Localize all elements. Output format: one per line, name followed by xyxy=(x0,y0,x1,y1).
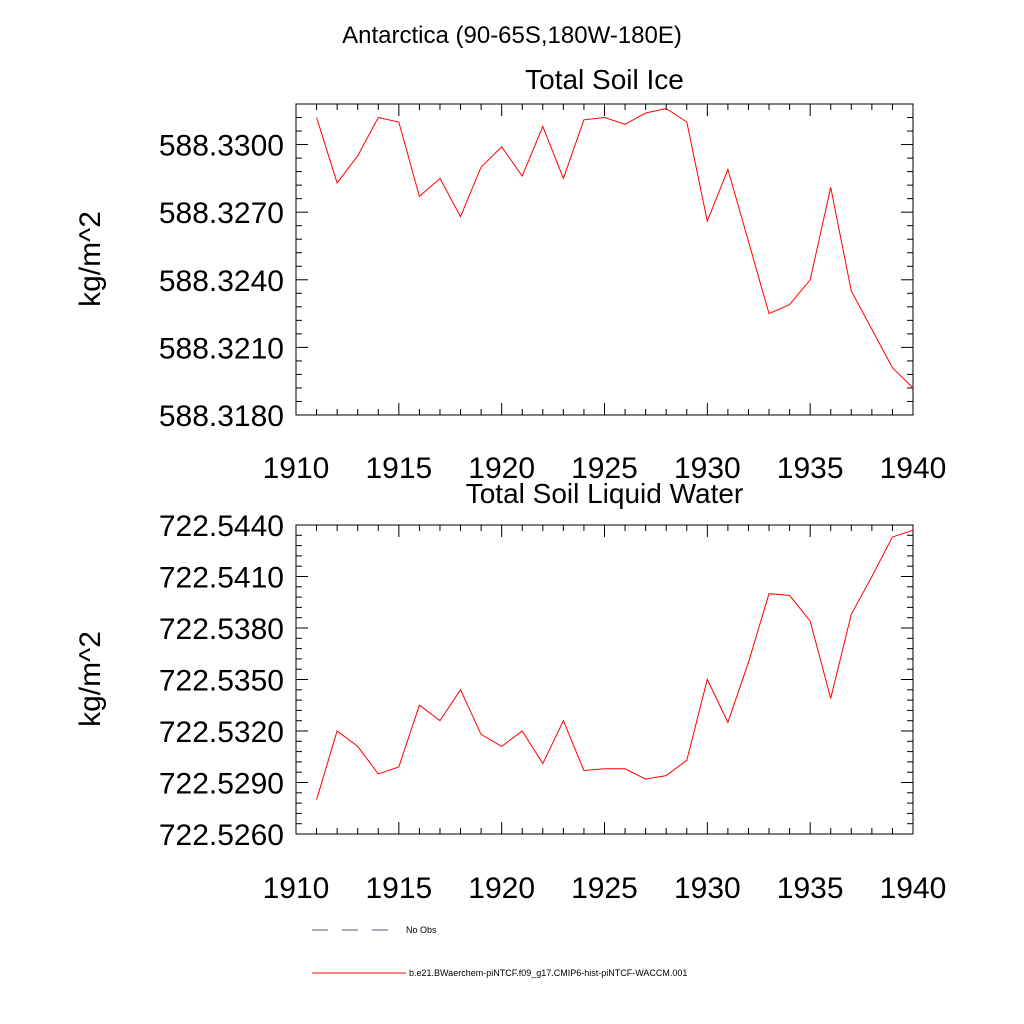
plot-frame xyxy=(295,524,914,835)
panel-total-soil-liquid-water: 1910 1915 1920 1925 1930 1935 1940 722.5260 722.… xyxy=(74,478,946,905)
x-tick-label: 1925 xyxy=(571,872,638,905)
series-line xyxy=(316,529,914,800)
y-tick-label: 588.3270 xyxy=(159,197,284,230)
series-line xyxy=(316,107,914,389)
legend-label-model-run: b.e21.BWaerchem-piNTCF.f09_g17.CMIP6-his… xyxy=(409,968,687,978)
legend: No Obs b.e21.BWaerchem-piNTCF.f09_g17.CM… xyxy=(312,925,687,978)
y-tick-label: 588.3210 xyxy=(159,332,284,365)
x-tick-label: 1940 xyxy=(880,872,947,905)
x-tick-label: 1920 xyxy=(468,452,535,485)
x-tick-label: 1935 xyxy=(777,452,844,485)
y-tick-label: 588.3300 xyxy=(159,130,284,163)
x-tick-label: 1910 xyxy=(263,452,330,485)
x-tick-label: 1930 xyxy=(674,452,741,485)
y-tick-label: 722.5380 xyxy=(159,613,284,646)
y-tick-label: 722.5260 xyxy=(159,819,284,852)
x-tick-label: 1925 xyxy=(571,452,638,485)
figure-suptitle: Antarctica (90-65S,180W-180E) xyxy=(342,22,682,49)
x-tick-label: 1910 xyxy=(263,872,330,905)
y-tick-label: 722.5290 xyxy=(159,768,284,801)
legend-label-no-obs: No Obs xyxy=(406,925,437,935)
x-tick-label: 1940 xyxy=(880,452,947,485)
y-axis-label: kg/m^2 xyxy=(74,211,107,307)
y-tick-label: 722.5440 xyxy=(159,510,284,543)
panel-title: Total Soil Ice xyxy=(525,64,684,95)
y-tick-label: 588.3240 xyxy=(159,265,284,298)
y-tick-label: 588.3180 xyxy=(159,400,284,433)
y-tick-label: 722.5350 xyxy=(159,665,284,698)
panel-total-soil-ice: 1910 1915 1920 1925 1930 1935 1940 588.3180 588.… xyxy=(74,64,946,485)
y-tick-label: 722.5320 xyxy=(159,716,284,749)
x-tick-label: 1920 xyxy=(468,872,535,905)
plot-frame xyxy=(295,103,914,416)
y-tick-label: 722.5410 xyxy=(159,562,284,595)
panel-title: Total Soil Liquid Water xyxy=(466,478,744,509)
x-tick-label: 1915 xyxy=(365,872,432,905)
y-axis-label: kg/m^2 xyxy=(74,631,107,727)
x-tick-label: 1930 xyxy=(674,872,741,905)
x-tick-label: 1915 xyxy=(365,452,432,485)
x-tick-label: 1935 xyxy=(777,872,844,905)
